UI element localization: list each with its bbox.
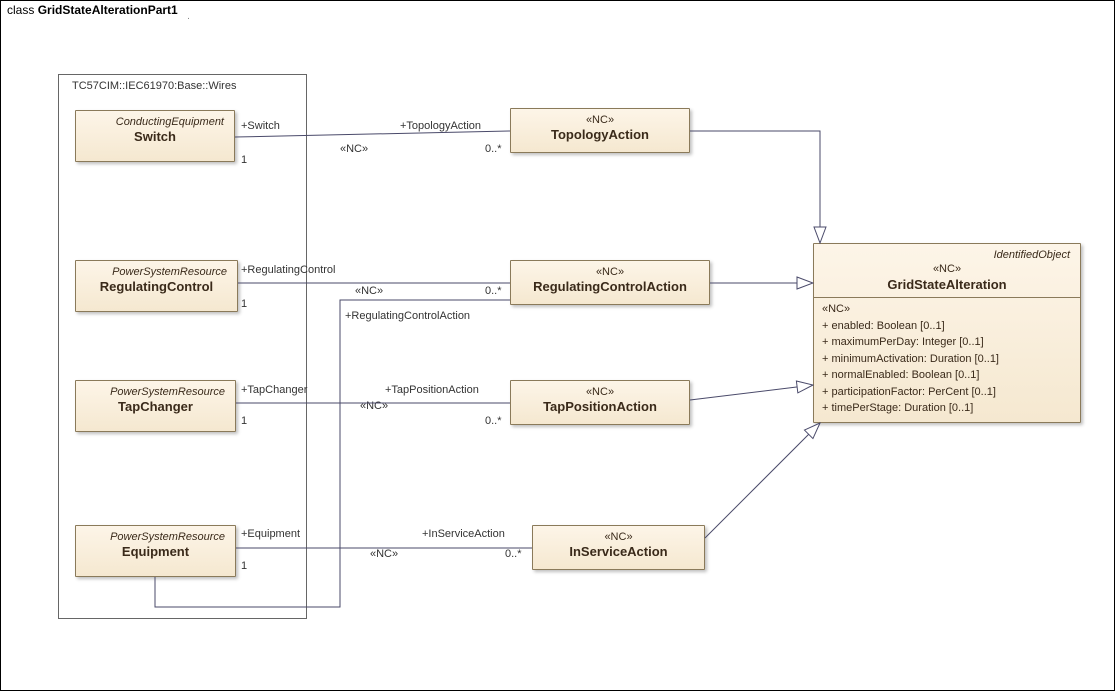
label-isa-role: +InServiceAction xyxy=(422,528,505,540)
class-topact-stereo: «NC» xyxy=(517,113,683,127)
label-tc-mult: 1 xyxy=(241,415,247,427)
class-topact-name: TopologyAction xyxy=(517,127,683,144)
class-gsa-stereo: «NC» xyxy=(820,262,1074,276)
class-inserviceaction: «NC» InServiceAction xyxy=(532,525,705,570)
class-gsa-attr-stereo: «NC» xyxy=(822,301,1072,318)
class-tapact-name: TapPositionAction xyxy=(517,399,683,416)
class-attr: + normalEnabled: Boolean [0..1] xyxy=(822,367,1072,384)
class-insvc-stereo: «NC» xyxy=(539,530,698,544)
class-attr: + participationFactor: PerCent [0..1] xyxy=(822,384,1072,401)
label-rca-stereo: «NC» xyxy=(355,285,383,297)
class-tapch-parent: PowerSystemResource xyxy=(82,385,229,399)
label-ta-stereo: «NC» xyxy=(340,143,368,155)
label-rc-mult: 1 xyxy=(241,298,247,310)
class-insvc-name: InServiceAction xyxy=(539,544,698,561)
label-switch-role: +Switch xyxy=(241,120,280,132)
label-isa-mult: 0..* xyxy=(505,548,522,560)
class-gsa-name: GridStateAlteration xyxy=(820,277,1074,294)
label-rc-role: +RegulatingControl xyxy=(241,264,335,276)
class-attr: + maximumPerDay: Integer [0..1] xyxy=(822,334,1072,351)
class-regulatingcontrol: PowerSystemResource RegulatingControl xyxy=(75,260,238,312)
diagram-title-tab: class GridStateAlterationPart1 xyxy=(0,0,189,19)
class-switch: ConductingEquipment Switch xyxy=(75,110,235,162)
class-equip-parent: PowerSystemResource xyxy=(82,530,229,544)
label-eq-role: +Equipment xyxy=(241,528,300,540)
class-gridstatealteration: IdentifiedObject «NC» GridStateAlteratio… xyxy=(813,243,1081,423)
class-regact-name: RegulatingControlAction xyxy=(517,279,703,296)
diagram-title-prefix: class xyxy=(7,3,38,17)
class-tapch-name: TapChanger xyxy=(82,399,229,416)
label-ta-role: +TopologyAction xyxy=(400,120,481,132)
label-switch-mult: 1 xyxy=(241,154,247,166)
class-regulatingcontrolaction: «NC» RegulatingControlAction xyxy=(510,260,710,305)
class-tapact-stereo: «NC» xyxy=(517,385,683,399)
label-isa-stereo: «NC» xyxy=(370,548,398,560)
class-equip-name: Equipment xyxy=(82,544,229,561)
label-tc-role: +TapChanger xyxy=(241,384,307,396)
class-attr: + enabled: Boolean [0..1] xyxy=(822,318,1072,335)
class-tapchanger: PowerSystemResource TapChanger xyxy=(75,380,236,432)
class-regctrl-parent: PowerSystemResource xyxy=(82,265,231,279)
class-attr: + minimumActivation: Duration [0..1] xyxy=(822,351,1072,368)
label-eq-mult: 1 xyxy=(241,560,247,572)
class-regact-stereo: «NC» xyxy=(517,265,703,279)
package-label: TC57CIM::IEC61970:Base::Wires xyxy=(72,80,236,92)
label-rca-mult: 0..* xyxy=(485,285,502,297)
class-gsa-parent: IdentifiedObject xyxy=(820,248,1074,262)
label-ta-mult: 0..* xyxy=(485,143,502,155)
class-equipment: PowerSystemResource Equipment xyxy=(75,525,236,577)
label-rca-role: +RegulatingControlAction xyxy=(345,310,470,322)
class-regctrl-name: RegulatingControl xyxy=(82,279,231,296)
label-tpa-stereo: «NC» xyxy=(360,400,388,412)
diagram-title: GridStateAlterationPart1 xyxy=(38,3,178,17)
label-tpa-role: +TapPositionAction xyxy=(385,384,479,396)
class-tappositionaction: «NC» TapPositionAction xyxy=(510,380,690,425)
class-gsa-attrs: «NC» + enabled: Boolean [0..1] + maximum… xyxy=(814,298,1080,420)
class-switch-name: Switch xyxy=(82,129,228,146)
class-attr: + timePerStage: Duration [0..1] xyxy=(822,400,1072,417)
class-switch-parent: ConductingEquipment xyxy=(82,115,228,129)
class-topologyaction: «NC» TopologyAction xyxy=(510,108,690,153)
label-tpa-mult: 0..* xyxy=(485,415,502,427)
